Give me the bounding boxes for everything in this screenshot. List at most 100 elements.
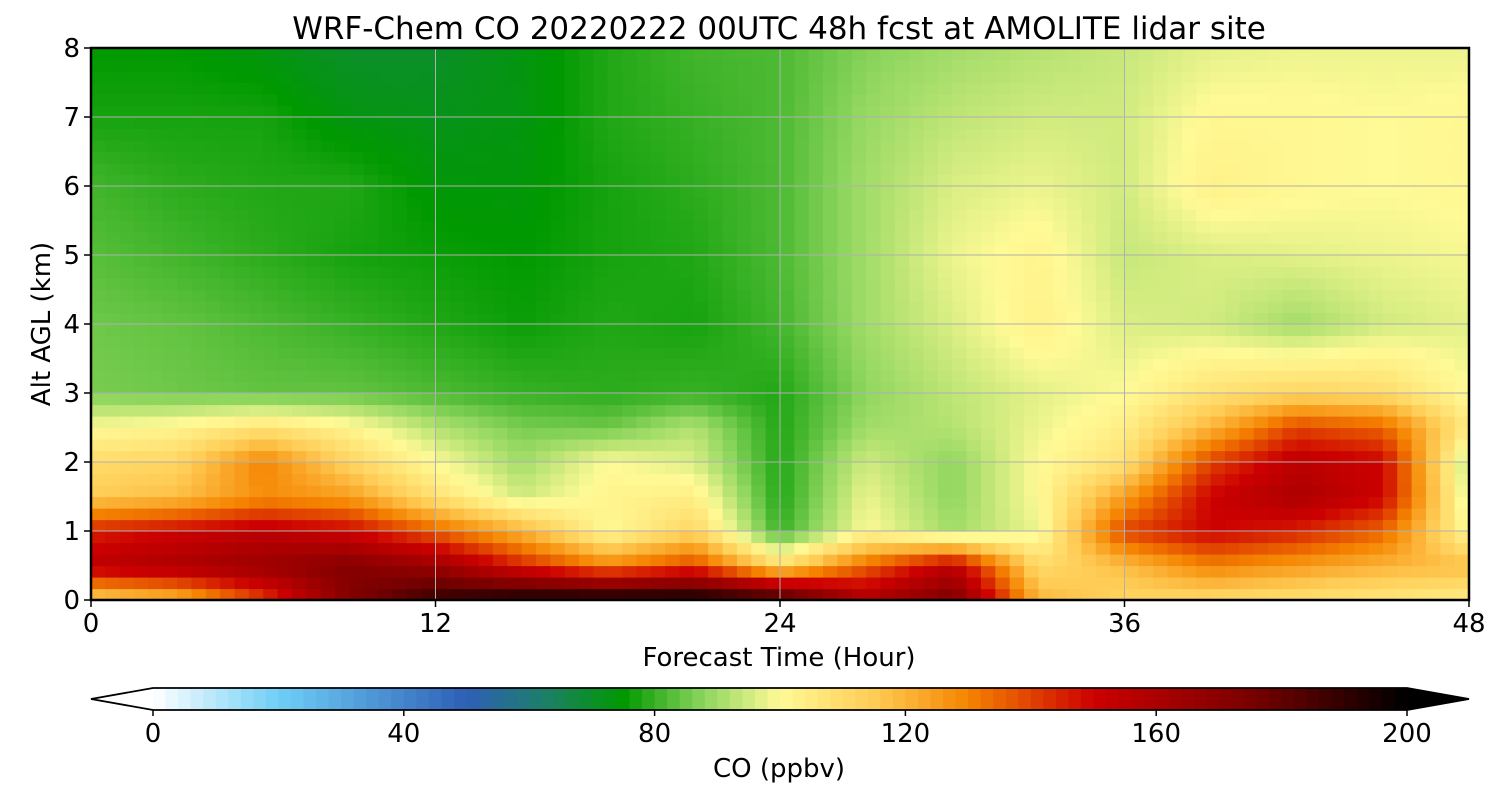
- heatmap-cell: [421, 186, 437, 199]
- heatmap-cell: [751, 347, 767, 360]
- heatmap-cell: [349, 71, 365, 84]
- heatmap-cell: [1454, 416, 1469, 429]
- heatmap-cell: [550, 542, 566, 555]
- heatmap-cell: [851, 381, 867, 394]
- heatmap-cell: [320, 71, 336, 84]
- heatmap-cell: [823, 588, 839, 600]
- heatmap-cell: [1124, 128, 1140, 141]
- heatmap-cell: [335, 266, 350, 279]
- heatmap-cell: [91, 94, 106, 107]
- heatmap-cell: [421, 347, 437, 360]
- heatmap-cell: [952, 347, 968, 360]
- heatmap-cell: [535, 163, 551, 176]
- heatmap-cell: [406, 439, 422, 452]
- heatmap-cell: [937, 347, 953, 360]
- heatmap-cell: [966, 508, 982, 521]
- heatmap-cell: [406, 485, 422, 498]
- heatmap-cell: [980, 197, 996, 210]
- heatmap-cell: [794, 197, 810, 210]
- heatmap-cell: [1167, 197, 1183, 210]
- heatmap-cell: [622, 186, 638, 199]
- heatmap-cell: [1081, 542, 1097, 555]
- heatmap-cell: [765, 48, 781, 61]
- heatmap-cell: [622, 554, 638, 567]
- heatmap-cell: [492, 163, 508, 176]
- heatmap-cell: [1382, 163, 1398, 176]
- heatmap-cell: [1368, 473, 1384, 486]
- heatmap-cell: [478, 128, 494, 141]
- heatmap-cell: [306, 404, 322, 417]
- colorbar-segment: [265, 688, 279, 710]
- heatmap-cell: [507, 439, 523, 452]
- heatmap-cell: [909, 531, 925, 544]
- heatmap-cell: [449, 542, 465, 555]
- heatmap-cell: [449, 255, 465, 268]
- heatmap-cell: [995, 496, 1011, 509]
- heatmap-cell: [277, 186, 293, 199]
- heatmap-cell: [234, 485, 250, 498]
- heatmap-cell: [952, 508, 968, 521]
- heatmap-cell: [1081, 266, 1097, 279]
- heatmap-cell: [1440, 416, 1456, 429]
- heatmap-cell: [1368, 186, 1384, 199]
- heatmap-cell: [177, 209, 193, 222]
- heatmap-cell: [363, 140, 379, 153]
- heatmap-cell: [378, 358, 394, 371]
- heatmap-cell: [1339, 554, 1355, 567]
- heatmap-cell: [449, 232, 465, 245]
- heatmap-cell: [205, 485, 221, 498]
- heatmap-cell: [105, 370, 121, 383]
- heatmap-cell: [320, 462, 336, 475]
- heatmap-cell: [277, 48, 293, 61]
- heatmap-cell: [134, 347, 150, 360]
- heatmap-cell: [464, 347, 480, 360]
- heatmap-cell: [866, 473, 882, 486]
- heatmap-cell: [708, 105, 724, 118]
- heatmap-cell: [291, 220, 307, 233]
- heatmap-cell: [1181, 151, 1197, 164]
- heatmap-cell: [593, 71, 609, 84]
- colorbar-segment: [754, 688, 769, 710]
- heatmap-cell: [363, 485, 379, 498]
- heatmap-cell: [1196, 128, 1212, 141]
- heatmap-cell: [564, 324, 580, 337]
- heatmap-cell: [1095, 163, 1111, 176]
- heatmap-cell: [1067, 243, 1083, 256]
- heatmap-cell: [535, 439, 551, 452]
- heatmap-cell: [1024, 577, 1039, 590]
- heatmap-cell: [464, 197, 480, 210]
- heatmap-cell: [177, 255, 193, 268]
- heatmap-cell: [1368, 381, 1384, 394]
- heatmap-cell: [1239, 577, 1255, 590]
- heatmap-cell: [1138, 508, 1154, 521]
- heatmap-cell: [1052, 243, 1068, 256]
- heatmap-cell: [335, 117, 350, 130]
- heatmap-cell: [320, 82, 336, 95]
- heatmap-cell: [980, 485, 996, 498]
- heatmap-cell: [134, 312, 150, 325]
- heatmap-cell: [593, 531, 609, 544]
- heatmap-cell: [91, 335, 106, 348]
- heatmap-cell: [521, 163, 537, 176]
- heatmap-cell: [564, 289, 580, 302]
- heatmap-cell: [780, 243, 795, 256]
- heatmap-cell: [148, 266, 164, 279]
- heatmap-cell: [1009, 71, 1025, 84]
- heatmap-cell: [622, 393, 638, 406]
- heatmap-cell: [119, 450, 135, 463]
- heatmap-cell: [234, 508, 250, 521]
- heatmap-cell: [1224, 542, 1240, 555]
- heatmap-cell: [507, 94, 523, 107]
- heatmap-cell: [263, 519, 279, 532]
- heatmap-cell: [1440, 588, 1456, 600]
- heatmap-cell: [622, 71, 638, 84]
- heatmap-cell: [220, 48, 236, 61]
- heatmap-cell: [1239, 450, 1255, 463]
- heatmap-cell: [306, 485, 322, 498]
- heatmap-cell: [1425, 140, 1441, 153]
- heatmap-cell: [349, 59, 365, 72]
- heatmap-cell: [665, 105, 681, 118]
- heatmap-cell: [119, 186, 135, 199]
- heatmap-cell: [1239, 266, 1255, 279]
- heatmap-cell: [1110, 266, 1126, 279]
